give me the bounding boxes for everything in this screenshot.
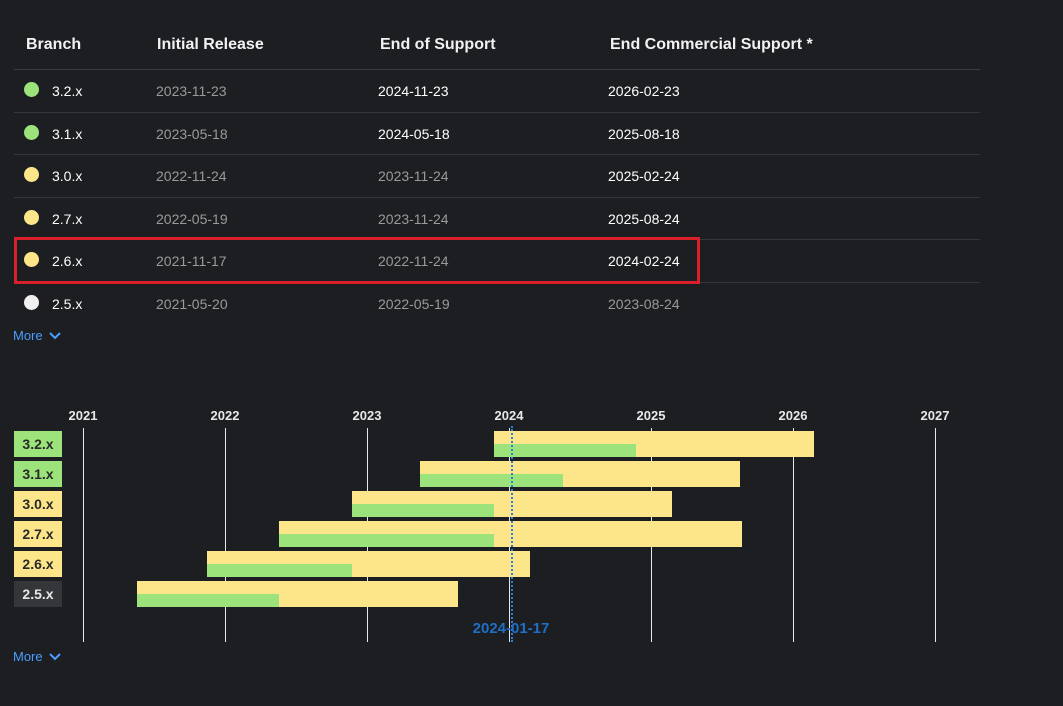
header-end-commercial-support: End Commercial Support * xyxy=(610,36,813,54)
chevron-down-icon xyxy=(49,653,61,661)
year-label: 2022 xyxy=(211,408,240,423)
year-label: 2021 xyxy=(69,408,98,423)
branch-cell: 3.2.x xyxy=(52,83,82,99)
status-dot xyxy=(24,295,39,310)
support-bar xyxy=(420,474,562,487)
support-table: Branch Initial Release End of Support En… xyxy=(14,26,980,324)
year-label: 2025 xyxy=(637,408,666,423)
initial-release-cell: 2022-11-24 xyxy=(156,168,227,184)
year-gridline xyxy=(83,428,84,642)
table-row: 2.5.x 2021-05-20 2022-05-19 2023-08-24 xyxy=(14,283,980,325)
timeline-more-link[interactable]: More xyxy=(13,649,61,664)
year-label: 2026 xyxy=(779,408,808,423)
branch-cell: 3.1.x xyxy=(52,126,82,142)
branch-cell: 3.0.x xyxy=(52,168,82,184)
initial-release-cell: 2023-05-18 xyxy=(156,126,228,142)
year-label: 2024 xyxy=(495,408,524,423)
table-more-link[interactable]: More xyxy=(13,328,61,343)
year-gridline xyxy=(225,428,226,642)
status-dot xyxy=(24,210,39,225)
table-row: 2.7.x 2022-05-19 2023-11-24 2025-08-24 xyxy=(14,198,980,241)
today-marker-line xyxy=(511,426,513,642)
end-commercial-support-cell: 2025-08-18 xyxy=(608,126,680,142)
branch-cell: 2.7.x xyxy=(52,211,82,227)
year-label: 2027 xyxy=(921,408,950,423)
table-row: 2.6.x 2021-11-17 2022-11-24 2024-02-24 xyxy=(14,240,980,283)
timeline-branch-label: 2.7.x xyxy=(14,521,62,547)
year-gridline xyxy=(793,428,794,642)
today-marker-label: 2024-01-17 xyxy=(473,620,550,637)
header-initial-release: Initial Release xyxy=(157,36,264,54)
end-of-support-cell: 2023-11-24 xyxy=(378,211,449,227)
support-bar xyxy=(207,564,352,577)
initial-release-cell: 2021-05-20 xyxy=(156,296,228,312)
end-commercial-support-cell: 2025-08-24 xyxy=(608,211,680,227)
end-of-support-cell: 2024-05-18 xyxy=(378,126,450,142)
end-commercial-support-cell: 2026-02-23 xyxy=(608,83,680,99)
table-header: Branch Initial Release End of Support En… xyxy=(14,26,980,70)
header-end-of-support: End of Support xyxy=(380,36,496,54)
end-of-support-cell: 2022-11-24 xyxy=(378,253,449,269)
initial-release-cell: 2021-11-17 xyxy=(156,253,227,269)
status-dot xyxy=(24,167,39,182)
timeline-branch-label: 2.5.x xyxy=(14,581,62,607)
table-row: 3.0.x 2022-11-24 2023-11-24 2025-02-24 xyxy=(14,155,980,198)
timeline-branch-label: 3.1.x xyxy=(14,461,62,487)
more-label: More xyxy=(13,649,43,664)
initial-release-cell: 2023-11-23 xyxy=(156,83,227,99)
status-dot xyxy=(24,252,39,267)
timeline-branch-label: 2.6.x xyxy=(14,551,62,577)
end-commercial-support-cell: 2023-08-24 xyxy=(608,296,680,312)
timeline-branch-label: 3.2.x xyxy=(14,431,62,457)
end-of-support-cell: 2022-05-19 xyxy=(378,296,450,312)
header-branch: Branch xyxy=(26,36,81,54)
status-dot xyxy=(24,125,39,140)
end-commercial-support-cell: 2024-02-24 xyxy=(608,253,680,269)
end-of-support-cell: 2023-11-24 xyxy=(378,168,449,184)
end-of-support-cell: 2024-11-23 xyxy=(378,83,449,99)
year-gridline xyxy=(935,428,936,642)
support-bar xyxy=(352,504,494,517)
table-row: 3.2.x 2023-11-23 2024-11-23 2026-02-23 xyxy=(14,70,980,113)
table-row: 3.1.x 2023-05-18 2024-05-18 2025-08-18 xyxy=(14,113,980,156)
branch-cell: 2.6.x xyxy=(52,253,82,269)
support-bar xyxy=(279,534,495,547)
timeline-branch-label: 3.0.x xyxy=(14,491,62,517)
year-label: 2023 xyxy=(353,408,382,423)
status-dot xyxy=(24,82,39,97)
chevron-down-icon xyxy=(49,332,61,340)
initial-release-cell: 2022-05-19 xyxy=(156,211,228,227)
more-label: More xyxy=(13,328,43,343)
support-bar xyxy=(494,444,636,457)
end-commercial-support-cell: 2025-02-24 xyxy=(608,168,680,184)
branch-cell: 2.5.x xyxy=(52,296,82,312)
support-timeline: 2021 2022 2023 2024 2025 2026 2027 3.2.x 3.1.x 3.… xyxy=(0,400,1063,645)
support-bar xyxy=(137,594,279,607)
